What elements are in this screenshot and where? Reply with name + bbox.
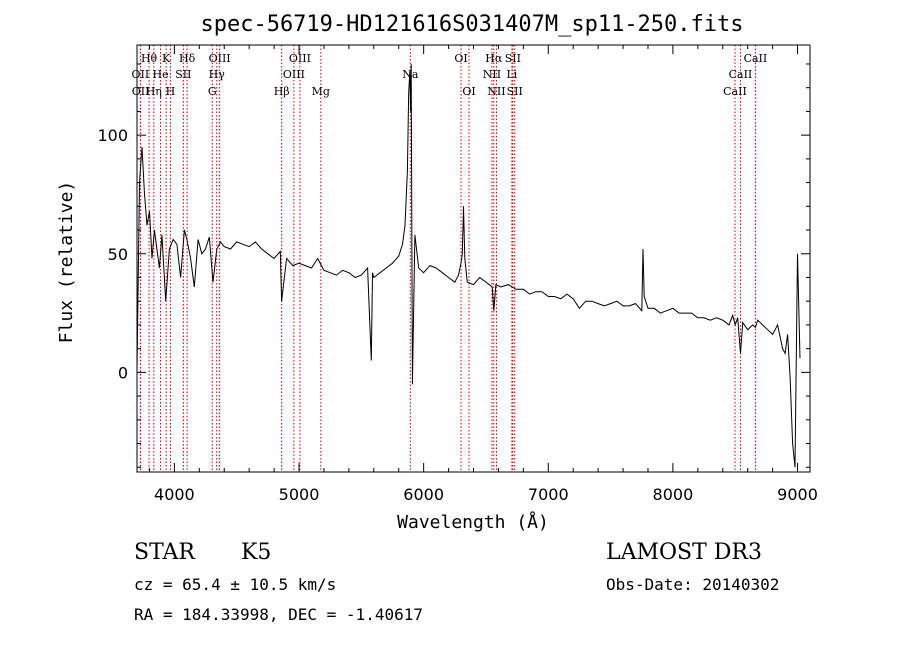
line-label-oiii: OIII bbox=[283, 68, 305, 81]
survey-name: LAMOST DR3 bbox=[606, 540, 762, 565]
line-label-hγ: Hγ bbox=[209, 68, 226, 81]
x-axis-label: Wavelength (Å) bbox=[397, 511, 549, 533]
line-label-hβ: Hβ bbox=[274, 85, 290, 98]
y-tick-label: 0 bbox=[118, 363, 128, 382]
x-tick-label: 6000 bbox=[403, 485, 444, 504]
x-tick-label: 7000 bbox=[528, 485, 569, 504]
chart-title: spec-56719-HD121616S031407M_sp11-250.fit… bbox=[200, 12, 743, 37]
line-label-li: Li bbox=[506, 68, 517, 81]
line-label-hδ: Hδ bbox=[179, 52, 196, 65]
object-class: STAR bbox=[134, 540, 196, 565]
spectral-line-markers bbox=[139, 45, 756, 472]
line-label-k: K bbox=[162, 52, 171, 65]
line-label-oii: OII bbox=[132, 85, 150, 98]
line-label-nii: NII bbox=[483, 68, 501, 81]
plot-frame bbox=[136, 44, 811, 473]
line-label-caii: CaII bbox=[723, 85, 747, 98]
spectrum-series-line bbox=[136, 63, 801, 468]
line-label-sii: SII bbox=[507, 85, 523, 98]
x-axis-ticks: 4000 5000 6000 7000 8000 9000 bbox=[148, 45, 818, 504]
x-tick-label: 5000 bbox=[279, 485, 320, 504]
line-label-oiii: OIII bbox=[209, 52, 231, 65]
line-label-oii: OII bbox=[132, 68, 150, 81]
line-label-nii: NII bbox=[487, 85, 505, 98]
line-label-oiii: OIII bbox=[289, 52, 311, 65]
line-label-he: He bbox=[153, 68, 169, 81]
x-tick-label: 4000 bbox=[154, 485, 195, 504]
y-axis-ticks: 0 50 100 bbox=[97, 63, 810, 468]
line-label-oi: OI bbox=[454, 52, 467, 65]
line-label-sii: SII bbox=[175, 68, 191, 81]
line-label-hη: Hη bbox=[146, 85, 162, 98]
line-label-caii: CaII bbox=[744, 52, 768, 65]
line-label-oi: OI bbox=[462, 85, 475, 98]
object-subclass: K5 bbox=[241, 540, 271, 565]
line-label-sii: SII bbox=[505, 52, 521, 65]
line-label-caii: CaII bbox=[729, 68, 753, 81]
line-label-mg: Mg bbox=[312, 85, 330, 98]
line-label-hθ: Hθ bbox=[141, 52, 158, 65]
line-label-h: H bbox=[166, 85, 176, 98]
x-tick-label: 8000 bbox=[653, 485, 694, 504]
redshift-text: cz = 65.4 ± 10.5 km/s bbox=[134, 575, 336, 594]
line-label-hα: Hα bbox=[485, 52, 503, 65]
y-tick-label: 100 bbox=[97, 126, 128, 145]
obs-date-text: Obs-Date: 20140302 bbox=[606, 575, 779, 594]
line-label-na: Na bbox=[402, 68, 419, 81]
y-tick-label: 50 bbox=[108, 245, 128, 264]
coordinates-text: RA = 184.33998, DEC = -1.40617 bbox=[134, 605, 423, 624]
x-tick-label: 9000 bbox=[777, 485, 818, 504]
line-label-g: G bbox=[208, 85, 217, 98]
y-axis-label: Flux (relative) bbox=[56, 181, 77, 344]
